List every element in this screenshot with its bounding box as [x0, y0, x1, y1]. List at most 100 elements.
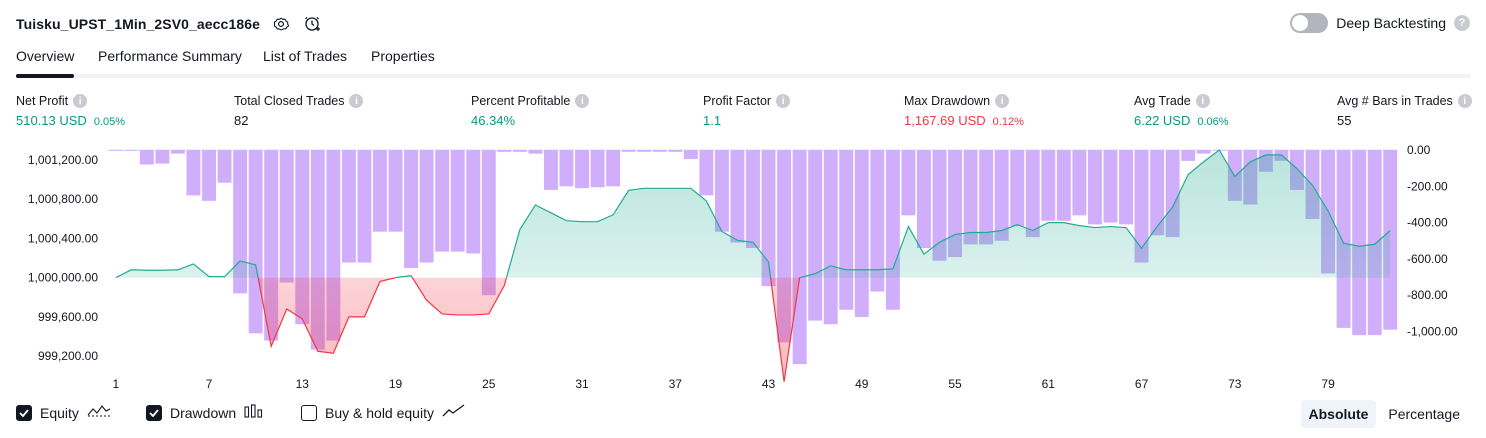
- drawdown-bar: [108, 150, 123, 151]
- drawdown-bar: [1103, 150, 1118, 223]
- x-tick-label: 73: [1228, 377, 1242, 391]
- buy-hold-checkbox[interactable]: Buy & hold equity: [301, 404, 466, 421]
- drawdown-bar: [746, 150, 760, 249]
- metric-avg-bars-in-trades: Avg # Bars in Trades i 55: [1337, 92, 1472, 128]
- drawdown-bar: [808, 150, 823, 321]
- drawdown-bar: [901, 150, 916, 216]
- left-tick-label: 999,600.00: [38, 310, 98, 324]
- metric-percent: 0.05%: [93, 116, 126, 128]
- drawdown-bar: [637, 150, 652, 152]
- tab-performance-summary[interactable]: Performance Summary: [98, 48, 242, 64]
- drawdown-bar: [1352, 150, 1367, 336]
- drawdown-bar: [512, 150, 527, 152]
- drawdown-label: Drawdown: [170, 404, 237, 421]
- settings-icon[interactable]: [270, 13, 292, 35]
- drawdown-bar: [435, 150, 450, 252]
- drawdown-bar: [1150, 150, 1165, 236]
- strategy-header: Tuisku_UPST_1Min_2SV0_aecc186e: [16, 12, 324, 36]
- metric-value: 82: [234, 113, 249, 128]
- left-axis: 1,001,200.00 1,000,800.00 1,000,400.00 1,00…: [28, 153, 98, 363]
- x-tick-label: 7: [206, 377, 213, 391]
- metric-value: 55: [1337, 113, 1352, 128]
- drawdown-bar: [388, 150, 403, 232]
- drawdown-bar: [124, 150, 139, 151]
- checkbox-checked-icon: [16, 404, 32, 421]
- left-tick-label: 999,200.00: [38, 349, 98, 363]
- drawdown-bar: [1134, 150, 1149, 263]
- drawdown-bar: [404, 150, 419, 268]
- metric-label: Profit Factor: [703, 94, 772, 108]
- x-tick-label: 31: [575, 377, 589, 391]
- drawdown-bar: [155, 150, 170, 164]
- drawdown-bar: [279, 150, 294, 283]
- right-tick-label: 0.00: [1407, 143, 1431, 157]
- metric-value: 46.34%: [471, 113, 516, 128]
- add-alert-icon[interactable]: [302, 13, 324, 35]
- right-tick-label: -600.00: [1407, 252, 1448, 266]
- tab-overview[interactable]: Overview: [16, 48, 75, 78]
- drawdown-bar: [668, 150, 683, 152]
- drawdown-bar: [341, 150, 356, 263]
- drawdown-bar: [1072, 150, 1087, 216]
- drawdown-bar: [217, 150, 232, 183]
- drawdown-bar: [528, 150, 543, 154]
- drawdown-bar: [714, 150, 729, 232]
- metric-value: 1.1: [703, 113, 722, 128]
- info-icon[interactable]: i: [575, 94, 590, 108]
- x-tick-label: 25: [482, 377, 496, 391]
- metric-value: 6.22 USD: [1134, 113, 1191, 128]
- drawdown-bar: [481, 150, 496, 296]
- drawdown-bar: [248, 150, 263, 334]
- absolute-button[interactable]: Absolute: [1300, 400, 1377, 428]
- metric-label: Total Closed Trades: [234, 94, 345, 108]
- drawdown-bar: [979, 150, 994, 245]
- drawdown-bar: [1181, 150, 1196, 161]
- info-icon[interactable]: i: [349, 94, 364, 108]
- chart-controls: Equity Drawdown Buy & hold equity Absolu…: [0, 400, 1486, 430]
- x-tick-label: 55: [948, 377, 962, 391]
- drawdown-bar: [621, 150, 636, 152]
- left-tick-label: 1,000,000.00: [28, 271, 98, 285]
- drawdown-bar: [994, 150, 1009, 241]
- tab-properties[interactable]: Properties: [371, 48, 435, 64]
- drawdown-bar: [683, 150, 698, 160]
- percentage-button[interactable]: Percentage: [1388, 406, 1460, 422]
- metric-label: Avg # Bars in Trades: [1337, 94, 1453, 108]
- drawdown-bar: [885, 150, 900, 310]
- drawdown-bar: [1336, 150, 1351, 328]
- x-axis: 1 7 13 19 25 31 37 43 49 55 61 67 73 79: [112, 377, 1335, 391]
- drawdown-bar: [916, 150, 931, 249]
- x-tick-label: 1: [112, 377, 119, 391]
- deep-backtesting-toggle[interactable]: [1290, 13, 1329, 33]
- info-icon[interactable]: i: [995, 94, 1010, 108]
- buy-hold-label: Buy & hold equity: [325, 404, 434, 421]
- drawdown-bar: [1010, 150, 1025, 227]
- drawdown-bar: [963, 150, 978, 245]
- info-icon[interactable]: i: [1457, 94, 1472, 108]
- drawdown-bar: [1383, 150, 1398, 330]
- help-icon[interactable]: ?: [1454, 15, 1470, 31]
- drawdown-bar: [186, 150, 201, 196]
- info-icon[interactable]: i: [1195, 94, 1210, 108]
- metric-percent: 0.12%: [992, 116, 1024, 128]
- metric-value: 510.13 USD: [16, 113, 87, 128]
- drawdown-bar: [1196, 150, 1211, 154]
- drawdown-bar: [652, 150, 667, 152]
- drawdown-bar: [1367, 150, 1382, 336]
- deep-backtesting-label: Deep Backtesting: [1336, 15, 1446, 31]
- metric-avg-trade: Avg Trade i 6.22 USD 0.06%: [1134, 92, 1229, 128]
- equity-checkbox[interactable]: Equity: [16, 404, 111, 421]
- right-tick-label: -200.00: [1407, 179, 1448, 193]
- drawdown-bar: [575, 150, 590, 189]
- drawdown-bar: [590, 150, 605, 188]
- drawdown-bar: [761, 150, 776, 287]
- drawdown-bar: [559, 150, 574, 187]
- metric-label: Max Drawdown: [904, 94, 991, 108]
- info-icon[interactable]: i: [73, 94, 88, 108]
- equity-drawdown-chart[interactable]: 1,001,200.00 1,000,800.00 1,000,400.00 1,00…: [0, 138, 1486, 398]
- checkbox-unchecked-icon: [301, 404, 317, 421]
- info-icon[interactable]: i: [776, 94, 791, 108]
- drawdown-checkbox[interactable]: Drawdown: [146, 404, 264, 421]
- metric-net-profit: Net Profit i 510.13 USD 0.05%: [16, 92, 125, 128]
- tab-list-of-trades[interactable]: List of Trades: [263, 48, 348, 64]
